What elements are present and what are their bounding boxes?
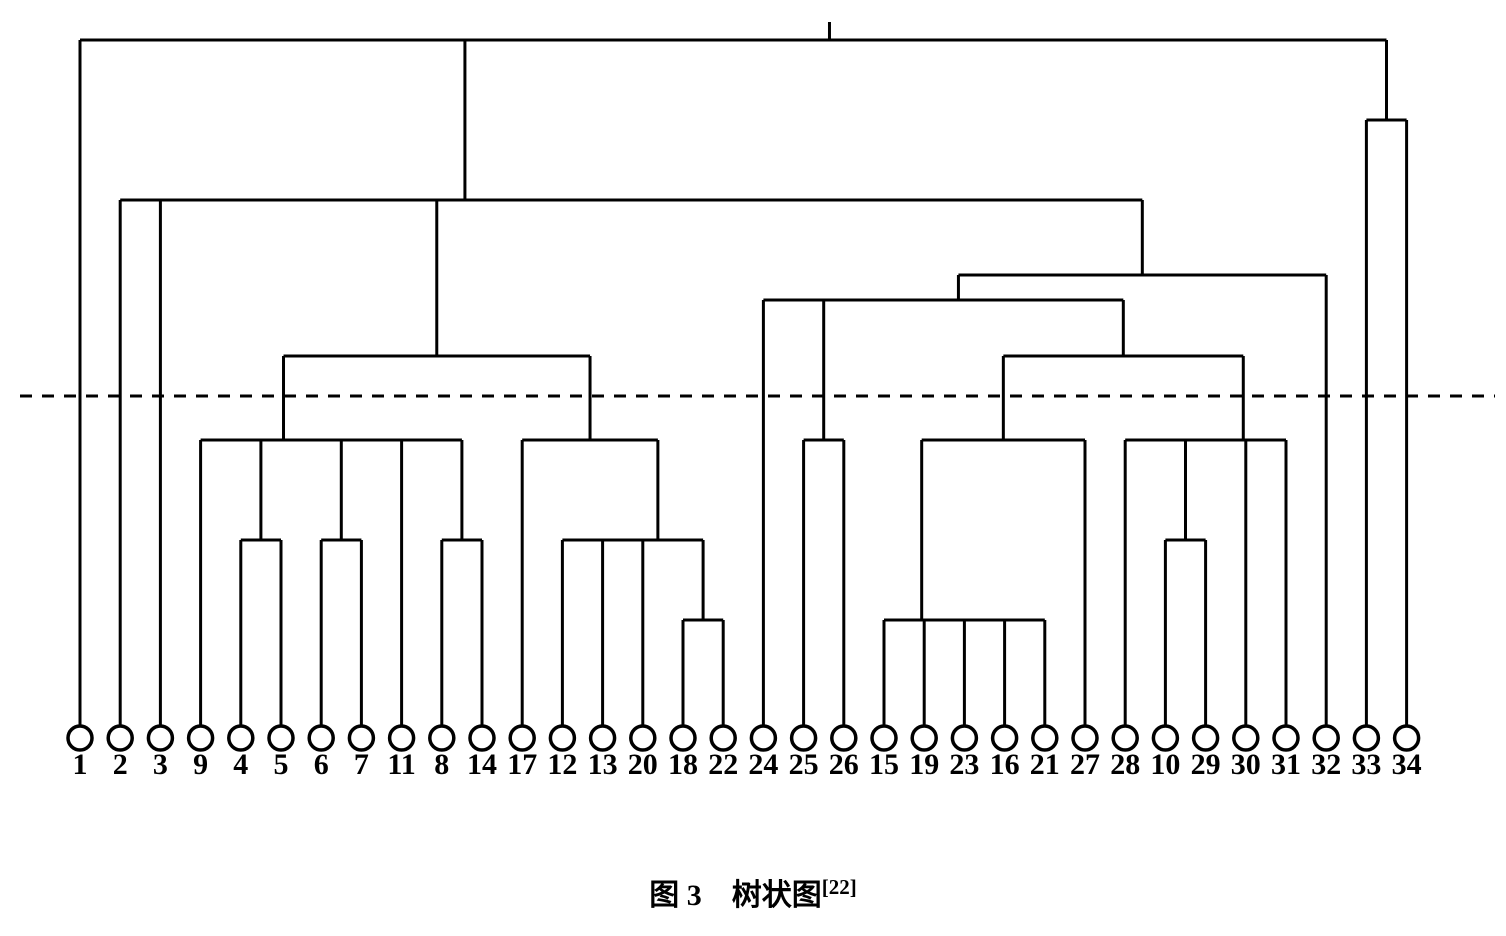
leaf-node	[1113, 726, 1137, 750]
leaf-label: 8	[434, 748, 449, 781]
leaf-label: 3	[153, 748, 168, 781]
leaf-node	[349, 726, 373, 750]
leaf-label: 18	[668, 748, 698, 781]
leaf-node	[993, 726, 1017, 750]
leaf-node	[108, 726, 132, 750]
leaf-node	[912, 726, 936, 750]
leaf-node	[68, 726, 92, 750]
leaf-node	[1314, 726, 1338, 750]
leaf-node	[591, 726, 615, 750]
leaf-label: 14	[467, 748, 497, 781]
leaf-label: 13	[588, 748, 618, 781]
leaf-label: 4	[233, 748, 248, 781]
leaf-label: 24	[748, 748, 778, 781]
leaf-node	[1354, 726, 1378, 750]
leaf-node	[510, 726, 534, 750]
leaf-node	[671, 726, 695, 750]
leaf-node	[751, 726, 775, 750]
leaf-label: 5	[274, 748, 289, 781]
leaf-label: 16	[990, 748, 1020, 781]
dendrogram-svg: 1239456711814171213201822242526151923162…	[0, 0, 1506, 840]
leaf-node	[1033, 726, 1057, 750]
leaf-label: 21	[1030, 748, 1060, 781]
leaf-node	[952, 726, 976, 750]
leaf-label: 30	[1231, 748, 1261, 781]
leaf-node	[148, 726, 172, 750]
leaf-label: 31	[1271, 748, 1301, 781]
leaf-label: 9	[193, 748, 208, 781]
leaf-node	[1395, 726, 1419, 750]
caption-title: 树状图	[732, 879, 822, 912]
leaf-label: 22	[708, 748, 738, 781]
leaf-label: 17	[507, 748, 537, 781]
leaf-node	[550, 726, 574, 750]
leaf-node	[631, 726, 655, 750]
leaf-label: 7	[354, 748, 369, 781]
leaf-label: 1	[73, 748, 88, 781]
leaf-node	[309, 726, 333, 750]
leaf-label: 2	[113, 748, 128, 781]
leaf-label: 32	[1311, 748, 1341, 781]
leaf-label: 11	[387, 748, 415, 781]
leaf-node	[792, 726, 816, 750]
caption-ref: [22]	[822, 875, 857, 899]
leaf-label: 23	[949, 748, 979, 781]
leaf-node	[390, 726, 414, 750]
figure-caption: 图 3 树状图[22]	[0, 870, 1506, 914]
leaf-node	[711, 726, 735, 750]
leaf-label: 29	[1191, 748, 1221, 781]
leaf-node	[269, 726, 293, 750]
leaf-label: 12	[547, 748, 577, 781]
leaf-label: 19	[909, 748, 939, 781]
leaf-label: 26	[829, 748, 859, 781]
leaf-label: 15	[869, 748, 899, 781]
leaf-node	[189, 726, 213, 750]
leaf-node	[1073, 726, 1097, 750]
leaf-label: 33	[1351, 748, 1381, 781]
caption-prefix: 图 3	[649, 879, 702, 912]
leaf-label: 10	[1150, 748, 1180, 781]
leaf-node	[1153, 726, 1177, 750]
leaf-node	[229, 726, 253, 750]
leaf-node	[832, 726, 856, 750]
leaf-label: 25	[789, 748, 819, 781]
leaf-node	[430, 726, 454, 750]
leaf-label: 34	[1392, 748, 1422, 781]
leaf-label: 6	[314, 748, 329, 781]
leaf-label: 20	[628, 748, 658, 781]
leaf-label: 27	[1070, 748, 1100, 781]
leaf-node	[1234, 726, 1258, 750]
leaf-node	[470, 726, 494, 750]
leaf-node	[1194, 726, 1218, 750]
leaf-node	[872, 726, 896, 750]
leaf-label: 28	[1110, 748, 1140, 781]
leaf-node	[1274, 726, 1298, 750]
